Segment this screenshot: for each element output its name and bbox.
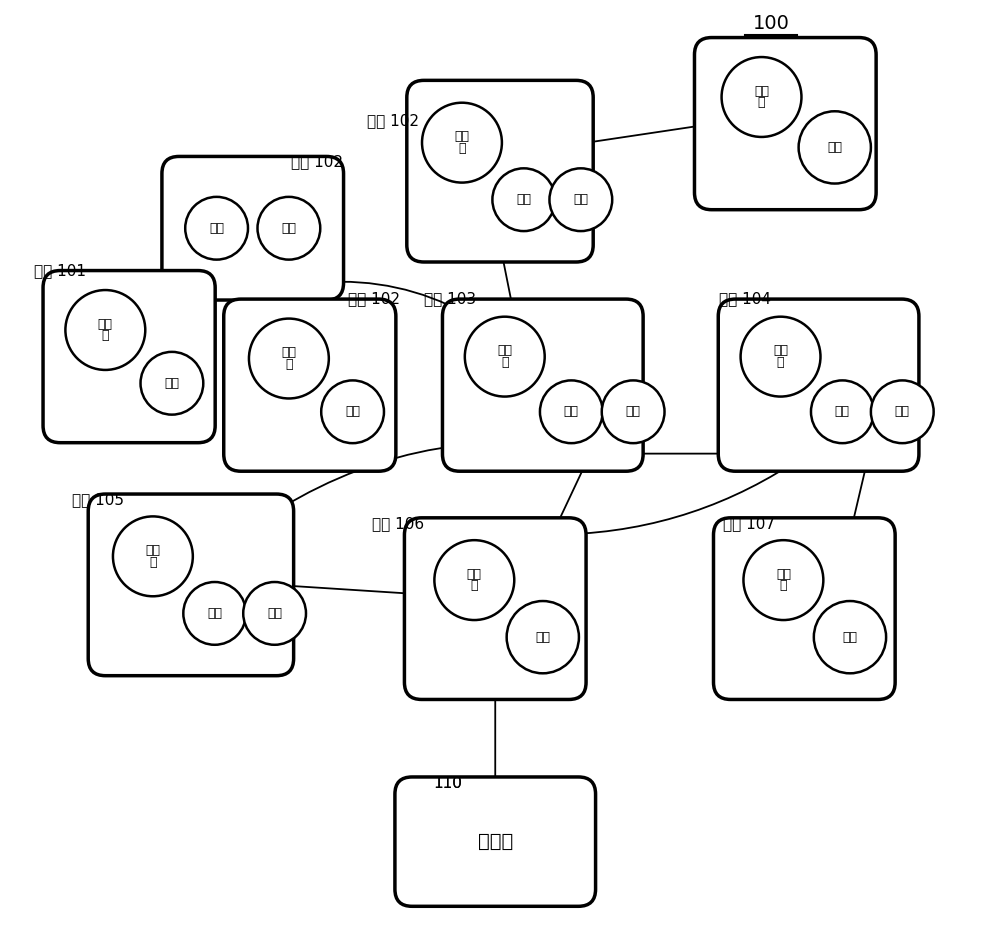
Text: 区块
链: 区块 链 bbox=[754, 85, 769, 109]
Circle shape bbox=[422, 103, 502, 183]
Circle shape bbox=[249, 319, 329, 398]
Text: 共识: 共识 bbox=[516, 193, 531, 206]
FancyBboxPatch shape bbox=[224, 300, 396, 472]
FancyBboxPatch shape bbox=[43, 270, 215, 443]
Text: 110: 110 bbox=[433, 776, 462, 791]
Text: 区块
链: 区块 链 bbox=[281, 346, 296, 371]
Circle shape bbox=[141, 352, 203, 415]
Text: 区块
链: 区块 链 bbox=[467, 568, 482, 592]
Circle shape bbox=[743, 540, 823, 620]
Text: 节点 106: 节点 106 bbox=[372, 515, 424, 531]
FancyBboxPatch shape bbox=[713, 518, 895, 700]
Text: 应用: 应用 bbox=[207, 607, 222, 620]
FancyBboxPatch shape bbox=[395, 777, 596, 906]
Text: 路由: 路由 bbox=[895, 405, 910, 418]
Circle shape bbox=[434, 540, 514, 620]
Text: 区块
链: 区块 链 bbox=[145, 544, 160, 569]
Text: 路由: 路由 bbox=[267, 607, 282, 620]
Text: 110: 110 bbox=[433, 776, 462, 791]
Circle shape bbox=[549, 168, 612, 231]
Circle shape bbox=[185, 197, 248, 260]
Text: 区块
链: 区块 链 bbox=[773, 344, 788, 369]
Circle shape bbox=[602, 380, 665, 443]
Circle shape bbox=[257, 197, 320, 260]
Text: 路由: 路由 bbox=[345, 405, 360, 418]
Circle shape bbox=[465, 317, 545, 397]
Text: 节点 103: 节点 103 bbox=[424, 291, 476, 306]
Circle shape bbox=[799, 111, 871, 184]
Text: 路由: 路由 bbox=[842, 631, 857, 644]
FancyBboxPatch shape bbox=[407, 81, 593, 262]
Text: 应用: 应用 bbox=[209, 222, 224, 235]
FancyBboxPatch shape bbox=[718, 300, 919, 472]
Text: 路由: 路由 bbox=[573, 193, 588, 206]
Circle shape bbox=[741, 317, 820, 397]
FancyBboxPatch shape bbox=[88, 495, 294, 676]
Circle shape bbox=[540, 380, 603, 443]
Text: 路由: 路由 bbox=[827, 141, 842, 154]
FancyBboxPatch shape bbox=[442, 300, 643, 472]
FancyBboxPatch shape bbox=[694, 38, 876, 210]
Text: 路由: 路由 bbox=[626, 405, 641, 418]
Text: 路由: 路由 bbox=[164, 377, 179, 390]
Circle shape bbox=[814, 601, 886, 673]
Circle shape bbox=[243, 582, 306, 645]
Text: 节点 107: 节点 107 bbox=[723, 515, 775, 531]
Text: 节点 102: 节点 102 bbox=[367, 113, 419, 128]
Circle shape bbox=[871, 380, 934, 443]
Text: 节点 104: 节点 104 bbox=[719, 291, 771, 306]
Circle shape bbox=[492, 168, 555, 231]
Text: 区块
链: 区块 链 bbox=[497, 344, 512, 369]
Circle shape bbox=[113, 516, 193, 596]
Text: 节点 105: 节点 105 bbox=[72, 492, 124, 507]
Text: 100: 100 bbox=[753, 14, 789, 33]
FancyBboxPatch shape bbox=[162, 156, 344, 301]
Text: 节点 102: 节点 102 bbox=[291, 154, 343, 169]
Text: 节点 102: 节点 102 bbox=[348, 291, 400, 306]
Text: 应用: 应用 bbox=[835, 405, 850, 418]
Circle shape bbox=[65, 290, 145, 370]
Circle shape bbox=[321, 380, 384, 443]
Text: 节点 101: 节点 101 bbox=[34, 262, 86, 278]
Circle shape bbox=[722, 57, 801, 137]
Circle shape bbox=[811, 380, 874, 443]
Text: 客户端: 客户端 bbox=[478, 832, 513, 851]
Text: 路由: 路由 bbox=[535, 631, 550, 644]
Circle shape bbox=[507, 601, 579, 673]
FancyBboxPatch shape bbox=[404, 518, 586, 700]
Circle shape bbox=[183, 582, 246, 645]
Text: 区块
链: 区块 链 bbox=[776, 568, 791, 592]
Text: 区块
链: 区块 链 bbox=[98, 318, 113, 342]
Text: 路由: 路由 bbox=[281, 222, 296, 235]
Text: 区块
链: 区块 链 bbox=[454, 130, 469, 155]
Text: 共识: 共识 bbox=[564, 405, 579, 418]
